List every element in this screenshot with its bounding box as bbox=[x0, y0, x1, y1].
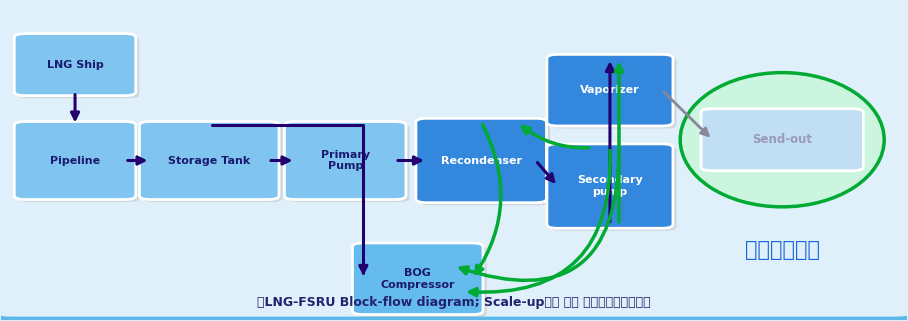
FancyArrowPatch shape bbox=[460, 151, 619, 281]
FancyBboxPatch shape bbox=[140, 122, 279, 199]
Text: Pipeline: Pipeline bbox=[50, 155, 100, 166]
FancyBboxPatch shape bbox=[15, 122, 136, 199]
FancyBboxPatch shape bbox=[288, 124, 410, 202]
FancyBboxPatch shape bbox=[550, 146, 676, 231]
FancyBboxPatch shape bbox=[550, 57, 676, 128]
FancyBboxPatch shape bbox=[18, 124, 140, 202]
FancyArrowPatch shape bbox=[128, 157, 144, 164]
FancyBboxPatch shape bbox=[18, 36, 140, 98]
FancyArrowPatch shape bbox=[664, 92, 708, 135]
Text: Storage Tank: Storage Tank bbox=[168, 155, 251, 166]
Ellipse shape bbox=[680, 73, 884, 207]
FancyBboxPatch shape bbox=[419, 121, 550, 205]
FancyArrowPatch shape bbox=[271, 157, 289, 164]
Text: Send-out: Send-out bbox=[752, 133, 812, 146]
Text: Primary
Pump: Primary Pump bbox=[321, 150, 370, 171]
FancyArrowPatch shape bbox=[523, 126, 589, 148]
Text: 〈LNG-FSRU Block-flow diagram; Scale-up으로 인한 설계변경필요부분〉: 〈LNG-FSRU Block-flow diagram; Scale-up으로… bbox=[257, 296, 651, 309]
FancyArrowPatch shape bbox=[72, 95, 79, 119]
FancyBboxPatch shape bbox=[143, 124, 282, 202]
FancyBboxPatch shape bbox=[416, 118, 547, 203]
FancyArrowPatch shape bbox=[538, 163, 554, 181]
FancyArrowPatch shape bbox=[469, 151, 610, 296]
FancyArrowPatch shape bbox=[616, 65, 623, 221]
FancyBboxPatch shape bbox=[352, 243, 483, 315]
FancyBboxPatch shape bbox=[15, 34, 136, 96]
FancyBboxPatch shape bbox=[547, 54, 673, 126]
FancyArrowPatch shape bbox=[476, 125, 501, 273]
FancyBboxPatch shape bbox=[356, 246, 487, 317]
Text: LNG Ship: LNG Ship bbox=[46, 60, 104, 70]
Text: 설계변경범위: 설계변경범위 bbox=[745, 240, 820, 260]
FancyBboxPatch shape bbox=[701, 109, 864, 171]
FancyBboxPatch shape bbox=[284, 122, 406, 199]
FancyArrowPatch shape bbox=[607, 65, 614, 221]
Text: Secondary
pump: Secondary pump bbox=[577, 175, 643, 197]
FancyBboxPatch shape bbox=[547, 144, 673, 228]
Text: Recondenser: Recondenser bbox=[440, 155, 522, 166]
Text: BOG
Compressor: BOG Compressor bbox=[380, 268, 455, 290]
FancyArrowPatch shape bbox=[398, 157, 420, 164]
Text: Vaporizer: Vaporizer bbox=[580, 85, 640, 95]
